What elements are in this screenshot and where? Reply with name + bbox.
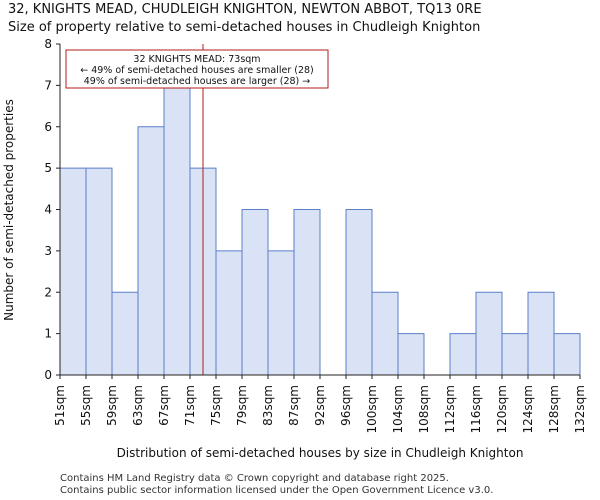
x-tick-label-75sqm: 75sqm <box>209 385 223 426</box>
x-tick-label-67sqm: 67sqm <box>157 385 171 426</box>
x-tick-label-51sqm: 51sqm <box>53 385 67 426</box>
x-tick-label-108sqm: 108sqm <box>417 385 431 433</box>
bar-87sqm <box>293 209 321 376</box>
x-ticks-group: 51sqm 55sqm 59sqm 63sqm 67sqm 71sqm 75sqm 79sqm… <box>53 375 587 433</box>
x-tick-label-92sqm: 92sqm <box>313 385 327 426</box>
bar-59sqm <box>111 291 139 376</box>
y-tick-label-8: 8 <box>44 37 52 51</box>
bar-83sqm <box>267 250 295 376</box>
y-tick-label-4: 4 <box>44 203 52 217</box>
marker-group: 32 KNIGHTS MEAD: 73sqm← 49% of semi-deta… <box>65 44 329 375</box>
y-tick-label-2: 2 <box>44 285 52 299</box>
x-tick-label-83sqm: 83sqm <box>261 385 275 426</box>
footer-licence: Contains public sector information licen… <box>60 485 494 496</box>
bar-112sqm <box>449 333 477 376</box>
y-tick-label-3: 3 <box>44 244 52 258</box>
chart-subtitle: Size of property relative to semi-detach… <box>8 20 481 35</box>
bar-75sqm <box>215 250 243 376</box>
bar-116sqm <box>475 291 503 376</box>
y-tick-label-0: 0 <box>44 368 52 382</box>
bar-55sqm <box>85 167 113 376</box>
x-tick-label-112sqm: 112sqm <box>443 385 457 433</box>
y-axis-label: Number of semi-detached properties <box>2 99 16 321</box>
x-tick-label-71sqm: 71sqm <box>183 385 197 426</box>
bar-96sqm <box>345 209 373 376</box>
x-tick-label-59sqm: 59sqm <box>105 385 119 426</box>
bar-124sqm <box>527 291 555 376</box>
bar-100sqm <box>371 291 399 376</box>
y-tick-label-7: 7 <box>44 78 52 92</box>
x-tick-label-116sqm: 116sqm <box>469 385 483 433</box>
x-tick-label-132sqm: 132sqm <box>573 385 587 433</box>
bar-128sqm <box>553 333 581 376</box>
annotation-line-3: 49% of semi-detached houses are larger (… <box>84 76 311 87</box>
y-tick-label-1: 1 <box>44 327 52 341</box>
annotation-box <box>65 49 329 89</box>
footer-copyright: Contains HM Land Registry data © Crown c… <box>60 473 449 484</box>
x-tick-label-120sqm: 120sqm <box>495 385 509 433</box>
x-tick-label-104sqm: 104sqm <box>391 385 405 433</box>
chart-title: 32, KNIGHTS MEAD, CHUDLEIGH KNIGHTON, NE… <box>8 2 482 17</box>
bar-79sqm <box>241 209 269 376</box>
bar-120sqm <box>501 333 529 376</box>
bar-104sqm <box>397 333 425 376</box>
bars-group <box>59 84 581 376</box>
x-tick-label-87sqm: 87sqm <box>287 385 301 426</box>
x-axis-label: Distribution of semi-detached houses by … <box>117 446 524 460</box>
annotation-line-1: 32 KNIGHTS MEAD: 73sqm <box>133 54 260 65</box>
histogram-chart: 32 KNIGHTS MEAD: 73sqm← 49% of semi-deta… <box>2 37 587 460</box>
y-tick-label-5: 5 <box>44 161 52 175</box>
annotation-line-2: ← 49% of semi-detached houses are smalle… <box>80 65 314 76</box>
bar-63sqm <box>137 126 165 376</box>
x-tick-label-124sqm: 124sqm <box>521 385 535 433</box>
y-ticks-group: 0 1 2 3 4 5 6 7 8 <box>44 37 60 382</box>
y-tick-label-6: 6 <box>44 120 52 134</box>
x-tick-label-63sqm: 63sqm <box>131 385 145 426</box>
x-tick-label-128sqm: 128sqm <box>547 385 561 433</box>
bar-67sqm <box>163 84 191 376</box>
x-tick-label-96sqm: 96sqm <box>339 385 353 426</box>
x-tick-label-79sqm: 79sqm <box>235 385 249 426</box>
x-tick-label-100sqm: 100sqm <box>365 385 379 433</box>
bar-51sqm <box>59 167 87 376</box>
x-tick-label-55sqm: 55sqm <box>79 385 93 426</box>
